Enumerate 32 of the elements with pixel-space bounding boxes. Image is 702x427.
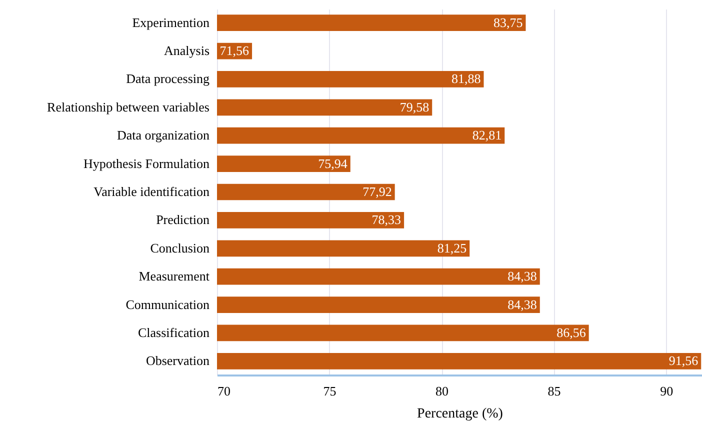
y-tick-label: Data organization xyxy=(116,128,210,143)
y-tick-label: Relationship between variables xyxy=(47,99,210,114)
y-tick-label: Measurement xyxy=(138,268,210,284)
y-tick-label: Classification xyxy=(138,324,210,340)
y-tick-label: Variable identification xyxy=(94,184,210,199)
x-tick-label: 80 xyxy=(436,384,449,398)
data-label: 86,56 xyxy=(556,324,586,340)
data-label: 91,56 xyxy=(668,353,699,368)
x-tick-label: 85 xyxy=(548,384,561,398)
y-tick-label: Prediction xyxy=(156,212,210,228)
data-label: 78,33 xyxy=(372,212,402,228)
data-label: 83,75 xyxy=(493,14,523,30)
data-label: 84,38 xyxy=(508,268,537,284)
data-label: 81,88 xyxy=(452,71,481,86)
y-tick-label: Analysis xyxy=(164,43,210,58)
data-label: 71,56 xyxy=(220,43,250,58)
data-label: 75,94 xyxy=(318,156,348,171)
y-tick-label: Hypothesis Formulation xyxy=(83,156,210,171)
x-tick-label: 70 xyxy=(218,384,230,398)
y-tick-label: Experimention xyxy=(132,14,210,30)
y-tick-label: Communication xyxy=(126,296,210,312)
data-label: 81,25 xyxy=(437,240,467,256)
data-label: 79,58 xyxy=(400,99,430,114)
x-tick-label: 75 xyxy=(323,384,336,398)
x-tick-label: 90 xyxy=(660,384,674,398)
data-label: 84,38 xyxy=(508,296,537,312)
data-label: 77,92 xyxy=(362,184,392,199)
y-tick-label: Conclusion xyxy=(150,240,210,256)
data-label: 82,81 xyxy=(472,128,502,143)
x-axis-title: Percentage (%) xyxy=(417,406,504,422)
y-tick-label: Data processing xyxy=(126,71,210,86)
y-tick-label: Observation xyxy=(146,353,210,368)
